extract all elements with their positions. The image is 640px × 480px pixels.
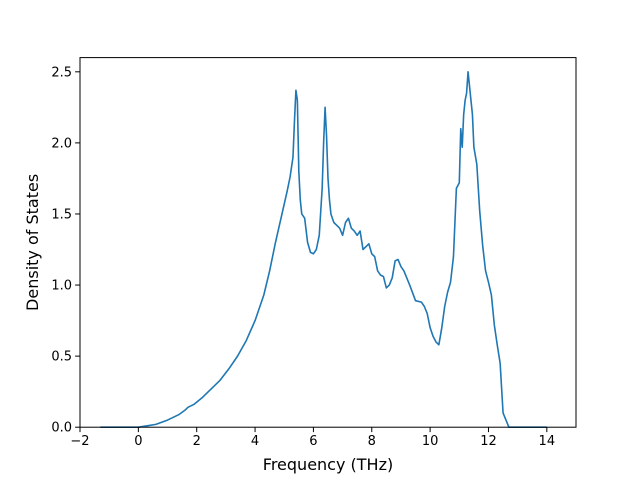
y-tick-label: 2.5 <box>51 65 72 80</box>
x-tick-label: 12 <box>480 434 497 449</box>
x-tick-label: 14 <box>539 434 556 449</box>
series-layer <box>100 71 547 429</box>
x-tick-label: 0 <box>134 434 142 449</box>
y-tick-label: 1.0 <box>51 279 72 294</box>
x-tick-label: 10 <box>422 434 439 449</box>
y-tick-label: 2.0 <box>51 136 72 151</box>
x-tick-label: 2 <box>193 434 201 449</box>
x-tick-label: −2 <box>70 434 89 449</box>
y-tick-label: 0.5 <box>51 350 72 365</box>
x-axis-label: Frequency (THz) <box>263 455 393 474</box>
x-tick-label: 4 <box>251 434 259 449</box>
x-tick-label: 6 <box>309 434 317 449</box>
axes-spine <box>79 57 577 428</box>
x-axis-ticks: −2 0 2 4 6 8 10 12 14 <box>70 427 555 449</box>
series-line-0 <box>100 71 547 429</box>
y-axis-label: Density of States <box>23 174 42 311</box>
plot-background <box>80 57 576 428</box>
axes-frame <box>79 57 577 428</box>
y-tick-label: 1.5 <box>51 207 72 222</box>
y-tick-label: 0.0 <box>51 421 72 436</box>
x-tick-label: 8 <box>368 434 376 449</box>
y-axis-ticks: 0.0 0.5 1.0 1.5 2.0 2.5 <box>51 65 80 436</box>
